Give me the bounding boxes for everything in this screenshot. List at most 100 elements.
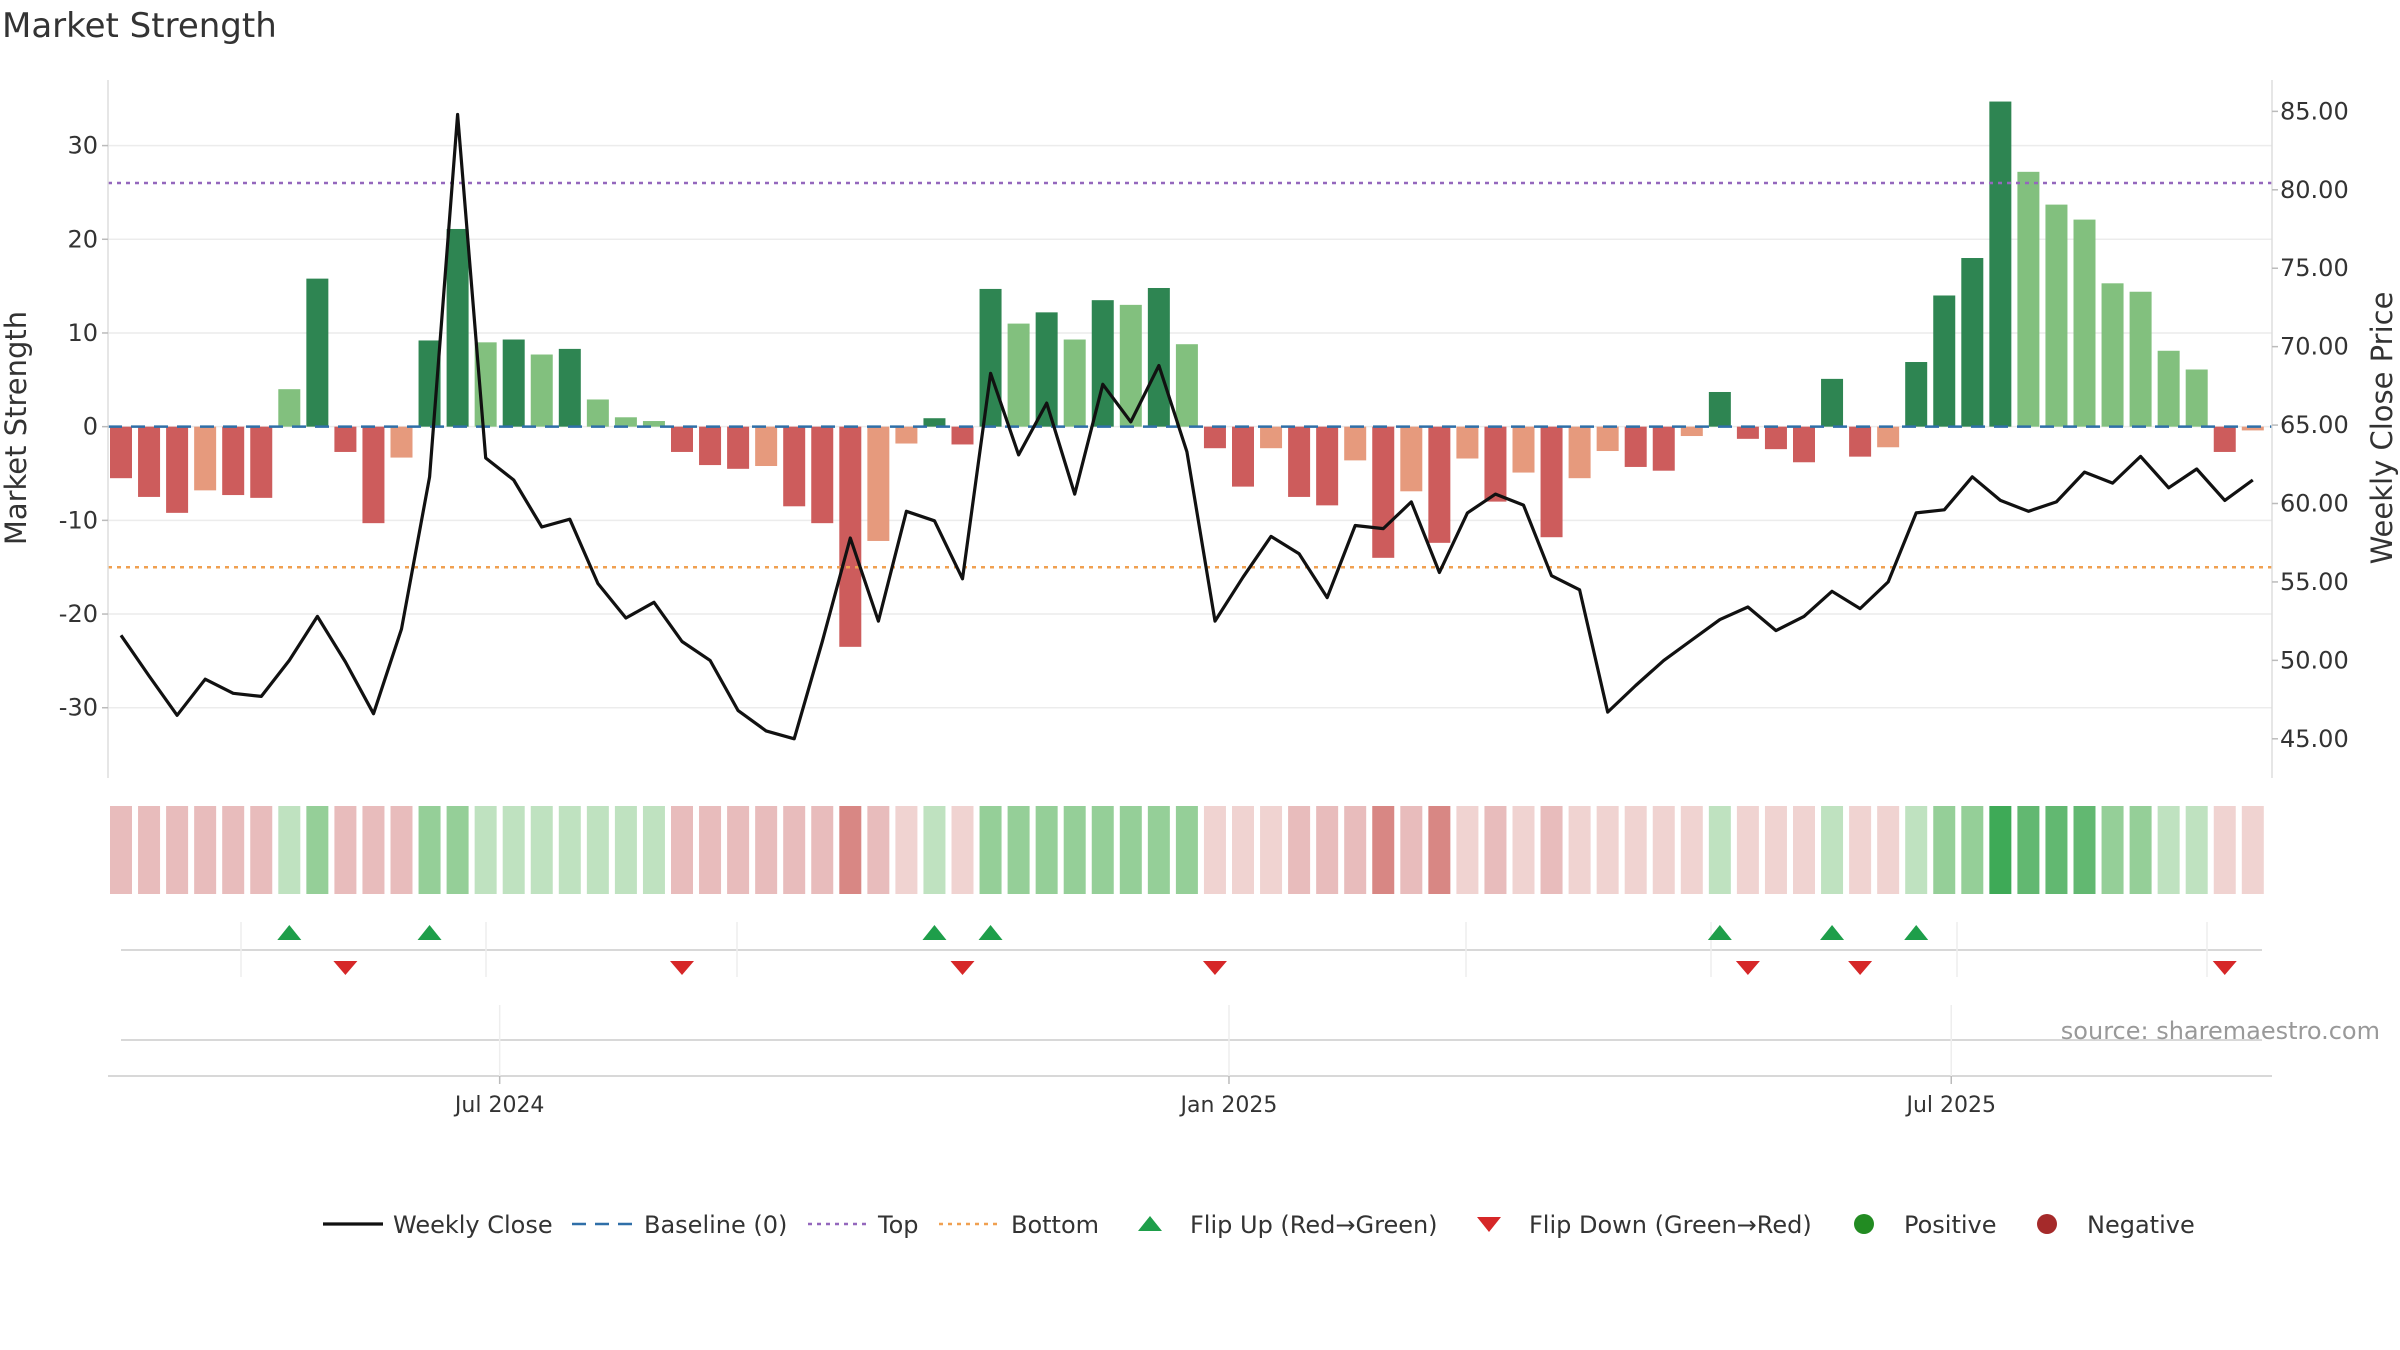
- strength-bar: [530, 354, 553, 427]
- strength-bar: [306, 278, 329, 427]
- flip-down-marker: [333, 961, 358, 975]
- strength-bar: [811, 426, 834, 524]
- heat-cell: [2185, 806, 2208, 894]
- y2-axis-title: Weekly Close Price: [2365, 292, 2399, 565]
- heat-cell: [558, 806, 581, 894]
- flip-up-marker: [1707, 925, 1732, 940]
- heat-cell: [2241, 806, 2264, 894]
- heat-cell: [1961, 806, 1984, 894]
- heat-cell: [1764, 806, 1787, 894]
- y2-tick-label: 65.00: [2280, 411, 2349, 439]
- heat-cell: [671, 806, 693, 894]
- legend-positive-label: Positive: [1904, 1211, 1997, 1239]
- legend-close-label: Weekly Close: [393, 1211, 553, 1239]
- strength-bar: [671, 426, 693, 452]
- heat-cell: [1175, 806, 1198, 894]
- y2-tick-label: 75.00: [2280, 254, 2349, 282]
- strength-bar: [1203, 426, 1226, 449]
- legend-flip-up-label: Flip Up (Red→Green): [1190, 1211, 1438, 1239]
- strength-bar: [2241, 426, 2264, 431]
- heat-cell: [1540, 806, 1563, 894]
- y-tick-label: 20: [67, 225, 98, 253]
- heat-cell: [1484, 806, 1507, 894]
- heat-cell: [1372, 806, 1395, 894]
- y-tick-label: 0: [83, 413, 98, 441]
- flip-up-marker: [1820, 925, 1845, 940]
- heat-cell: [2213, 806, 2236, 894]
- heat-cell: [1456, 806, 1479, 894]
- x-tick-label: Jul 2024: [453, 1093, 545, 1118]
- y-tick-label: -10: [59, 506, 98, 534]
- heat-cell: [811, 806, 834, 894]
- legend: Weekly Close Baseline (0) Top Bottom Flip Up…: [323, 1211, 2195, 1239]
- flip-up-marker: [277, 925, 302, 940]
- strength-bar: [1568, 426, 1591, 479]
- strength-bar: [727, 426, 750, 469]
- strength-bar: [250, 426, 273, 498]
- heat-cell: [1288, 806, 1311, 894]
- strength-bar: [1821, 378, 1844, 427]
- legend-positive-swatch: [1854, 1214, 1874, 1234]
- legend-top-label: Top: [877, 1211, 919, 1239]
- strength-bar: [1344, 426, 1367, 461]
- x-tick-label: Jul 2025: [1904, 1093, 1996, 1118]
- y-tick-label: -20: [59, 600, 98, 628]
- strength-bar: [2017, 171, 2040, 427]
- flip-down-marker: [950, 961, 975, 975]
- source-label: source: sharemaestro.com: [2061, 1017, 2380, 1045]
- legend-flip-down-swatch: [1477, 1217, 1501, 1232]
- legend-negative-label: Negative: [2087, 1211, 2195, 1239]
- heat-cell: [642, 806, 665, 894]
- flip-up-marker: [417, 925, 442, 940]
- flip-down-marker: [1848, 961, 1873, 975]
- strength-bar: [138, 426, 161, 497]
- strength-bar: [1428, 426, 1451, 543]
- strength-bar: [1091, 300, 1114, 427]
- heat-cell: [1596, 806, 1619, 894]
- strength-bar: [1540, 426, 1563, 538]
- strength-bar: [1175, 344, 1198, 427]
- heat-cell: [1652, 806, 1675, 894]
- strength-bar: [1288, 426, 1311, 497]
- strength-bar: [614, 417, 637, 427]
- heat-cell: [1232, 806, 1254, 894]
- heat-cell: [2073, 806, 2096, 894]
- strength-bar: [1793, 426, 1815, 463]
- close-line-layer: [119, 112, 2254, 741]
- strength-bar: [1989, 101, 2012, 427]
- date-panel: Jul 2024 Jan 2025 Jul 2025: [108, 1005, 2272, 1118]
- strength-bar: [1260, 426, 1283, 449]
- strength-bar: [1708, 391, 1731, 427]
- heat-cell: [1400, 806, 1423, 894]
- x-tick-label: Jan 2025: [1179, 1093, 1278, 1118]
- strength-bar: [979, 288, 1002, 427]
- heat-cell: [1344, 806, 1367, 894]
- strength-bar: [586, 399, 609, 427]
- heat-cell: [2157, 806, 2180, 894]
- heat-cell: [2017, 806, 2040, 894]
- heat-cell: [362, 806, 385, 894]
- y2-tick-label: 85.00: [2280, 97, 2349, 125]
- heat-cell: [222, 806, 245, 894]
- heat-cell: [1316, 806, 1339, 894]
- strength-bar: [1232, 426, 1254, 487]
- flip-up-marker: [922, 925, 947, 940]
- strength-bar: [699, 426, 722, 466]
- strength-bar: [1680, 426, 1703, 437]
- strength-bar: [110, 426, 132, 479]
- strength-bar: [1456, 426, 1479, 459]
- heat-cell: [1007, 806, 1030, 894]
- heat-cell: [334, 806, 357, 894]
- heat-cell: [138, 806, 161, 894]
- strength-bar: [194, 426, 217, 491]
- strength-bar: [390, 426, 413, 458]
- heat-cell: [166, 806, 189, 894]
- strength-bar: [1400, 426, 1423, 492]
- heat-cell: [1568, 806, 1591, 894]
- heat-strip: [110, 806, 2264, 894]
- heat-cell: [895, 806, 918, 894]
- strength-bar: [1849, 426, 1872, 457]
- strength-bar: [755, 426, 778, 467]
- heat-cell: [839, 806, 862, 894]
- heat-cell: [110, 806, 132, 894]
